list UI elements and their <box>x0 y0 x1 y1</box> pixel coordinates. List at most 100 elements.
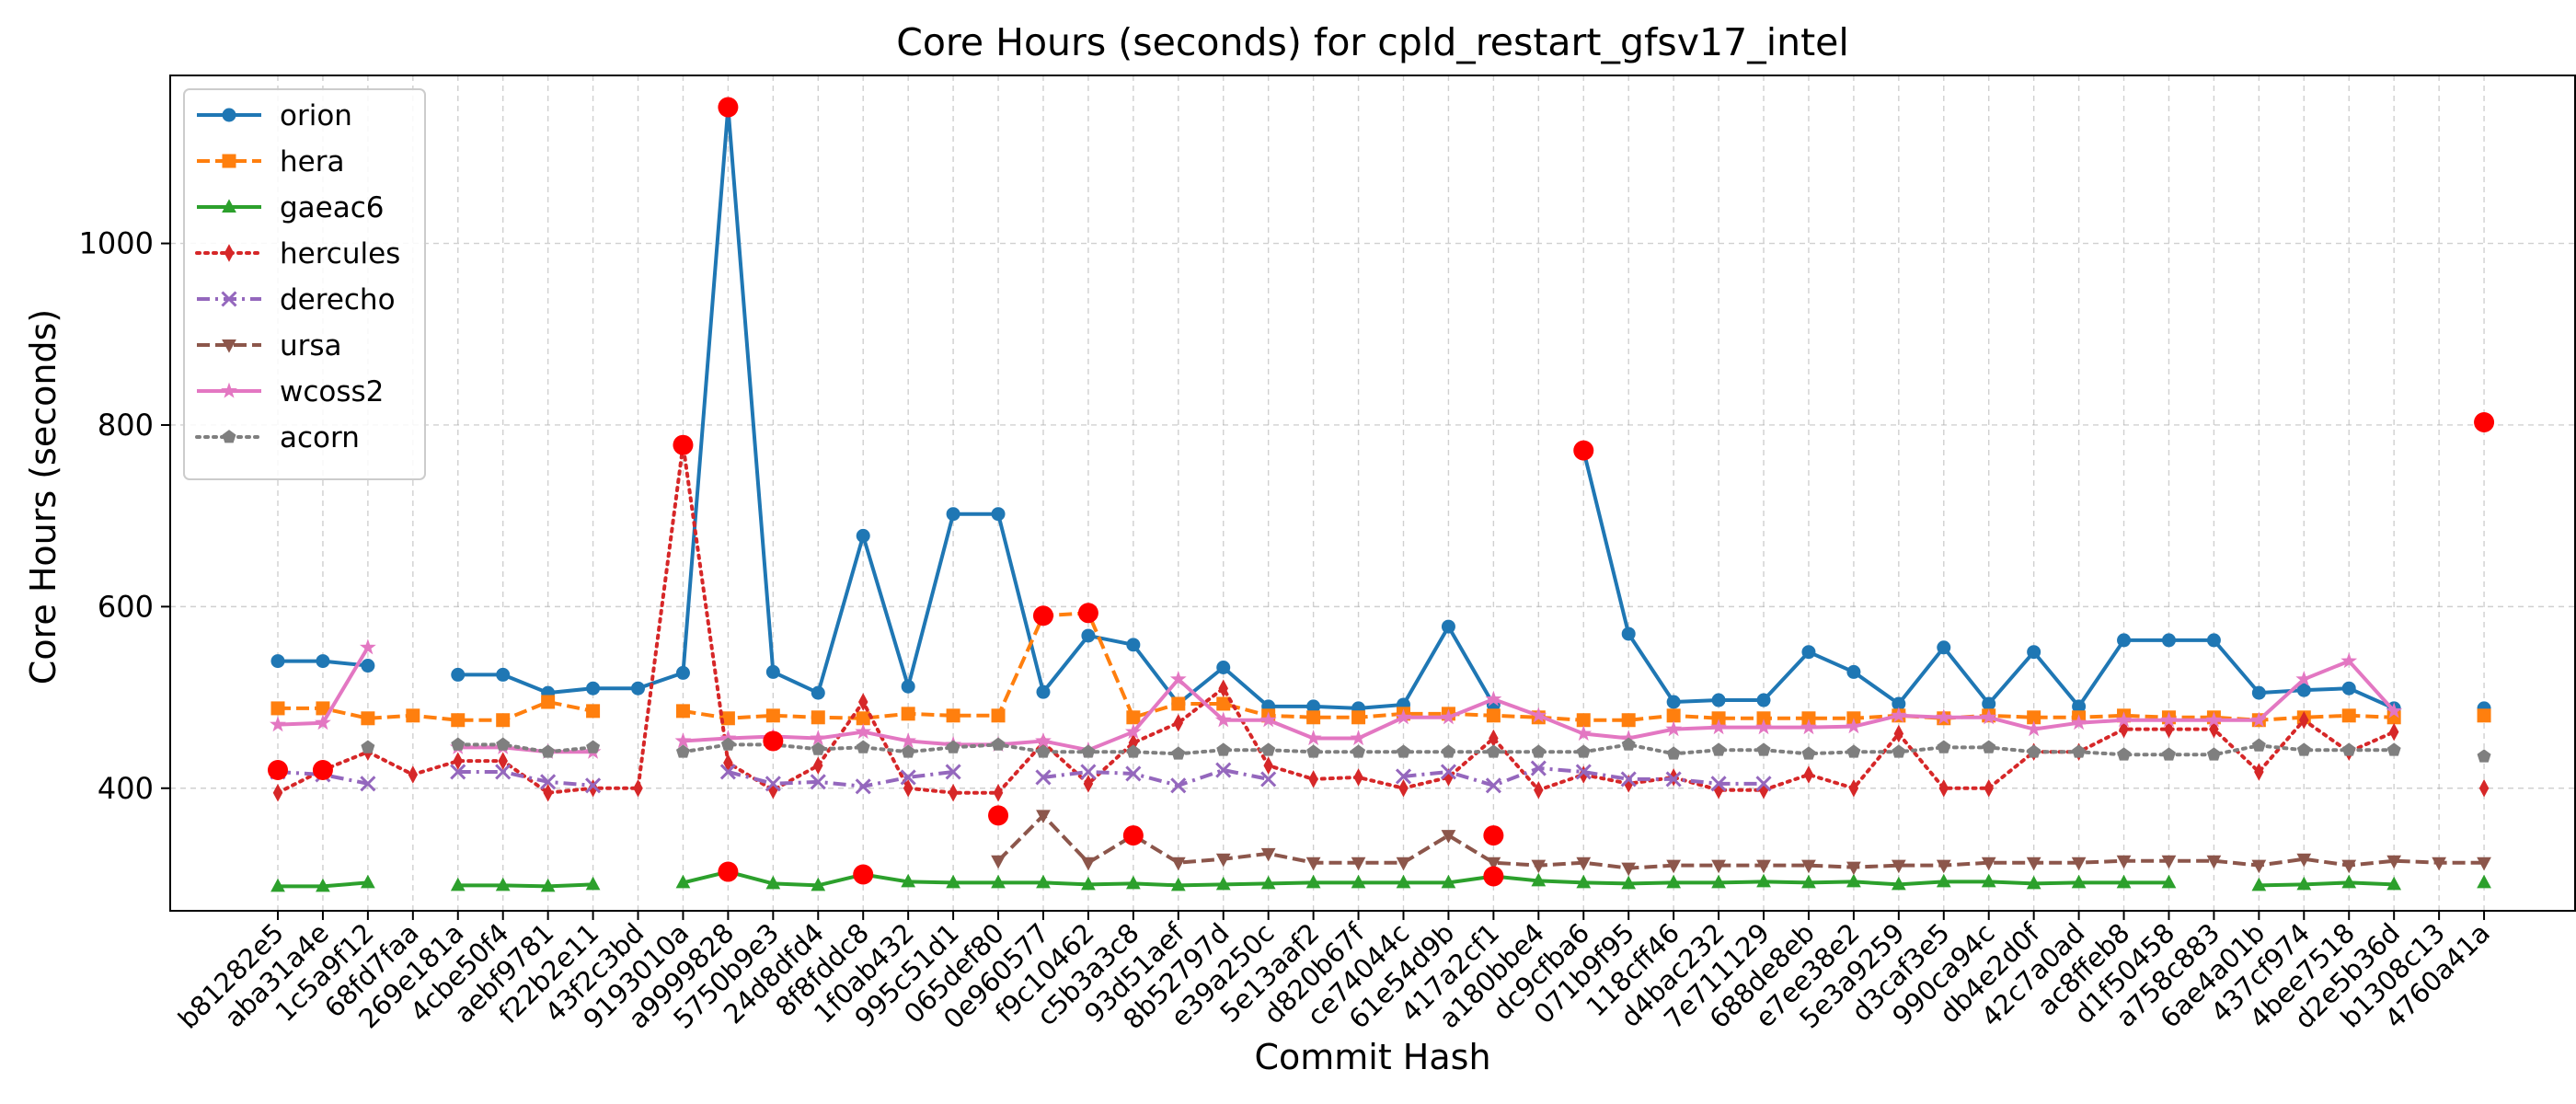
data-point-orion <box>2072 699 2087 714</box>
data-point-hera <box>406 708 420 723</box>
data-point-acorn <box>1351 744 1366 758</box>
data-point-orion <box>586 681 601 696</box>
data-point-wcoss2 <box>2160 711 2178 728</box>
data-point-derecho <box>1125 765 1142 782</box>
series-line-ursa <box>996 813 2485 870</box>
data-point-wcoss2 <box>2070 714 2087 730</box>
data-point-hercules <box>1263 756 1273 775</box>
data-point-derecho <box>1530 760 1547 776</box>
data-point-orion <box>361 659 375 673</box>
data-point-orion <box>1216 660 1231 674</box>
data-point-wcoss2 <box>1485 690 1502 707</box>
data-point-hera <box>946 708 960 723</box>
data-point-hera <box>1126 710 1141 725</box>
legend-marker <box>221 382 237 398</box>
data-point-acorn <box>1846 744 1861 758</box>
data-point-hercules <box>1173 713 1184 732</box>
data-point-hercules <box>948 783 959 802</box>
data-point-gaeac6 <box>1125 875 1141 890</box>
data-point-acorn <box>901 744 915 758</box>
data-point-hercules <box>498 752 508 770</box>
data-point-gaeac6 <box>1666 874 1682 889</box>
legend-label: hercules <box>280 237 400 270</box>
data-point-acorn <box>1036 744 1051 758</box>
data-point-wcoss2 <box>1350 730 1367 746</box>
highlight-point <box>268 760 288 781</box>
data-point-orion <box>2341 681 2356 696</box>
data-point-hera <box>2027 710 2041 725</box>
series-line-derecho <box>727 770 954 788</box>
data-point-hera <box>1351 710 1366 725</box>
data-point-ursa <box>2432 857 2446 871</box>
data-point-hera <box>316 701 330 716</box>
data-point-derecho <box>1710 776 1727 792</box>
highlight-point <box>763 730 784 752</box>
data-point-hera <box>1621 713 1636 728</box>
data-point-hera <box>720 711 735 726</box>
data-point-hercules <box>857 693 868 711</box>
data-point-derecho <box>719 764 736 780</box>
legend-marker <box>222 108 236 122</box>
highlight-point <box>312 760 333 781</box>
data-point-gaeac6 <box>1576 874 1592 889</box>
data-point-orion <box>991 507 1006 522</box>
data-point-wcoss2 <box>810 730 827 746</box>
data-point-hera <box>1576 713 1591 728</box>
data-point-hercules <box>993 783 1004 802</box>
data-point-hera <box>1486 708 1501 723</box>
data-point-gaeac6 <box>2296 876 2312 891</box>
series-line-gaeac6 <box>682 869 2169 888</box>
data-point-derecho <box>540 774 557 790</box>
data-point-orion <box>1306 699 1321 714</box>
data-point-ursa <box>1711 859 1726 874</box>
highlight-markers <box>268 97 2495 887</box>
data-point-wcoss2 <box>1935 708 1952 725</box>
highlight-point <box>1032 605 1053 627</box>
legend-entry-acorn: acorn <box>195 421 360 454</box>
legend-entry-gaeac6: gaeac6 <box>197 191 385 224</box>
data-point-wcoss2 <box>1440 708 1457 725</box>
x-axis-title: Commit Hash <box>1254 1037 1490 1077</box>
data-point-orion <box>451 667 466 682</box>
data-point-wcoss2 <box>315 714 331 730</box>
data-point-acorn <box>1576 744 1591 758</box>
data-point-derecho <box>585 777 602 794</box>
data-point-wcoss2 <box>1665 720 1683 737</box>
data-point-ursa <box>1756 859 1771 874</box>
grid-lines <box>170 75 2575 911</box>
data-point-orion <box>1711 693 1726 707</box>
data-point-wcoss2 <box>674 732 692 749</box>
data-point-acorn <box>541 744 556 758</box>
data-point-derecho <box>765 776 781 792</box>
data-point-orion <box>1441 619 1455 634</box>
data-point-wcoss2 <box>1575 725 1593 742</box>
data-point-hera <box>1306 710 1321 725</box>
data-point-orion <box>901 679 915 694</box>
data-point-wcoss2 <box>1755 719 1772 735</box>
data-point-orion <box>1846 664 1861 679</box>
data-point-orion <box>1801 645 1816 660</box>
data-point-wcoss2 <box>1395 708 1412 725</box>
data-point-ursa <box>1081 857 1096 871</box>
data-point-acorn <box>1397 744 1410 758</box>
data-point-acorn <box>496 737 511 751</box>
data-point-wcoss2 <box>2295 670 2313 686</box>
data-point-gaeac6 <box>2341 874 2357 889</box>
data-point-hera <box>1711 711 1726 726</box>
data-point-orion <box>856 528 870 543</box>
data-point-acorn <box>361 740 375 753</box>
data-point-gaeac6 <box>1441 874 1456 889</box>
data-point-acorn <box>1666 746 1681 760</box>
data-point-hera <box>496 713 511 728</box>
data-point-hercules <box>1308 770 1318 788</box>
data-point-derecho <box>945 764 961 780</box>
data-point-ursa <box>1305 857 1321 871</box>
data-point-gaeac6 <box>811 877 826 891</box>
data-point-orion <box>2161 633 2176 648</box>
legend-label: hera <box>280 145 344 178</box>
data-point-orion <box>316 654 330 669</box>
data-point-hercules <box>408 765 419 784</box>
data-point-gaeac6 <box>1305 874 1321 889</box>
